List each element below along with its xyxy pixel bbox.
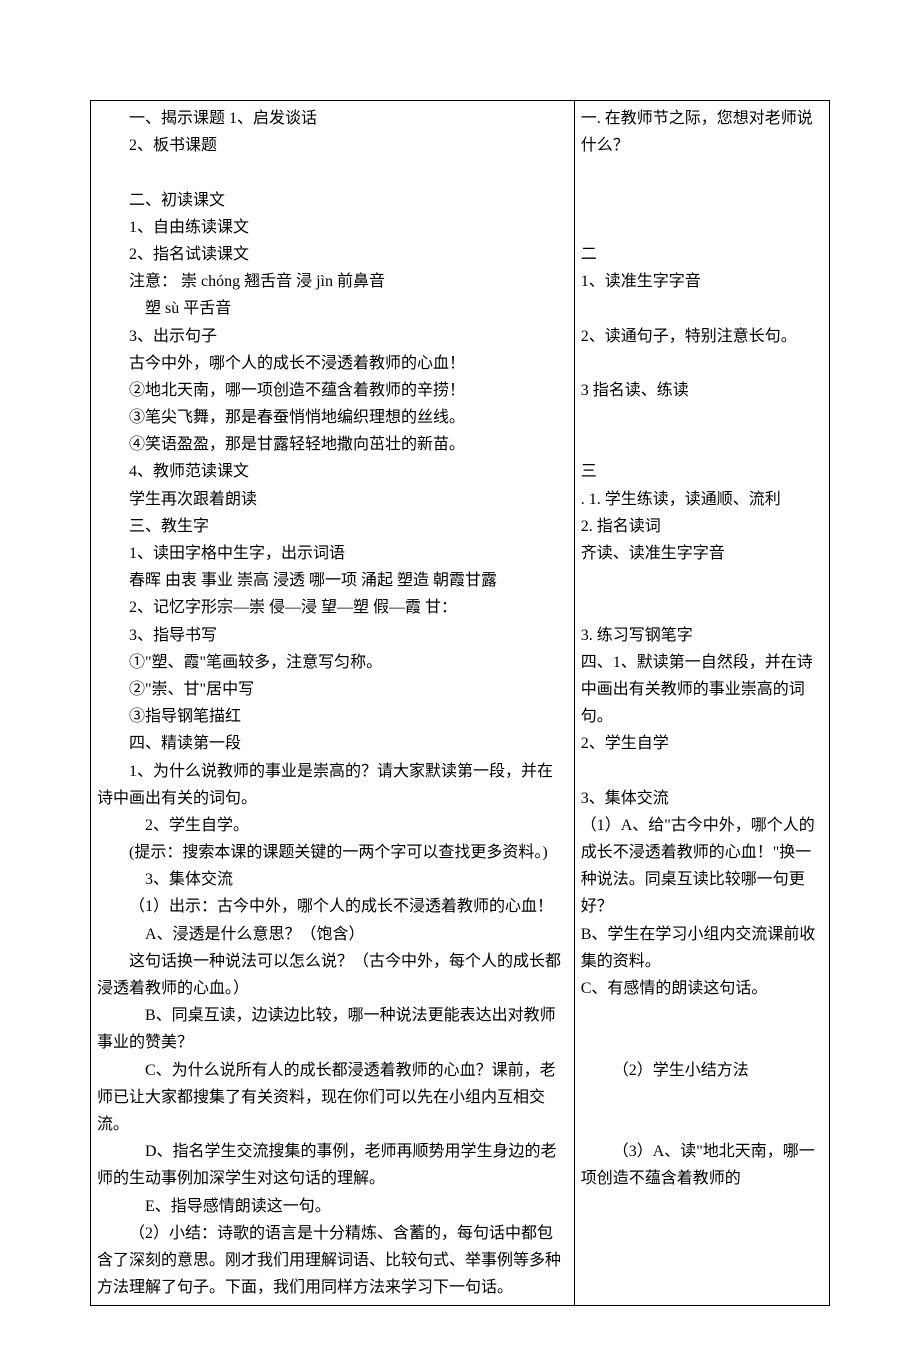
text-line: （2）小结：诗歌的语言是十分精炼、含蓄的，每句话中都包含了深刻的意思。刚才我们用…	[97, 1220, 568, 1302]
text-line: 2、学生自学。	[97, 812, 568, 839]
blank-line	[581, 1084, 823, 1111]
text-line: 3. 练习写钢笔字	[581, 622, 823, 649]
blank-line	[581, 758, 823, 785]
text-line: 1、读准生字字音	[581, 268, 823, 295]
text-line: 2、指名试读课文	[97, 241, 568, 268]
text-line: （3）A、读"地北天南，哪一项创造不蕴含着教师的	[581, 1138, 823, 1192]
blank-line	[581, 404, 823, 431]
text-line: 这句话换一种说法可以怎么说？（古今中外，每个人的成长都浸透着教师的心血。）	[97, 948, 568, 1002]
blank-line	[97, 159, 568, 186]
text-line: 2、学生自学	[581, 730, 823, 757]
text-line: 4、教师范读课文	[97, 458, 568, 485]
text-line: 一、揭示课题 1、启发谈话	[97, 105, 568, 132]
text-line: ①"塑、霞"笔画较多，注意写匀称。	[97, 649, 568, 676]
blank-line	[581, 187, 823, 214]
document-page: 一、揭示课题 1、启发谈话 2、板书课题 二、初读课文 1、自由练读课文 2、指…	[0, 0, 920, 1366]
blank-line	[581, 431, 823, 458]
text-line: （2）学生小结方法	[581, 1057, 823, 1084]
right-column: 一. 在教师节之际，您想对老师说什么？ 二 1、读准生字字音 2、读通句子，特别…	[574, 101, 829, 1306]
text-line: 学生再次跟着朗读	[97, 486, 568, 513]
lesson-table: 一、揭示课题 1、启发谈话 2、板书课题 二、初读课文 1、自由练读课文 2、指…	[90, 100, 830, 1306]
text-line: 2、板书课题	[97, 132, 568, 159]
text-line: （1）出示：古今中外，哪个人的成长不浸透着教师的心血！	[97, 893, 568, 920]
text-line: 二、初读课文	[97, 187, 568, 214]
text-line: A、浸透是什么意思？（饱含）	[97, 921, 568, 948]
text-line: 3、集体交流	[97, 866, 568, 893]
text-line: 一. 在教师节之际，您想对老师说什么？	[581, 105, 823, 159]
text-line: 2、读通句子，特别注意长句。	[581, 323, 823, 350]
text-line: 二	[581, 241, 823, 268]
text-line: 3、集体交流	[581, 785, 823, 812]
text-line: 3 指名读、练读	[581, 377, 823, 404]
blank-line	[581, 1002, 823, 1029]
text-line: 三	[581, 458, 823, 485]
text-line: 1、读田字格中生字，出示词语	[97, 540, 568, 567]
blank-line	[581, 295, 823, 322]
text-line: 四、精读第一段	[97, 730, 568, 757]
text-line: B、学生在学习小组内交流课前收集的资料。	[581, 921, 823, 975]
blank-line	[581, 594, 823, 621]
text-line: C、有感情的朗读这句话。	[581, 975, 823, 1002]
text-line: 春晖 由衷 事业 崇高 浸透 哪一项 涌起 塑造 朝霞甘露	[97, 567, 568, 594]
text-line: C、为什么说所有人的成长都浸透着教师的心血？课前，老师已让大家都搜集了有关资料，…	[97, 1057, 568, 1139]
left-column: 一、揭示课题 1、启发谈话 2、板书课题 二、初读课文 1、自由练读课文 2、指…	[91, 101, 575, 1306]
text-line: B、同桌互读，边读边比较，哪一种说法更能表达出对教师事业的赞美？	[97, 1002, 568, 1056]
blank-line	[581, 1029, 823, 1056]
text-line: 三、教生字	[97, 513, 568, 540]
text-line: ④笑语盈盈，那是甘露轻轻地撒向茁壮的新苗。	[97, 431, 568, 458]
text-line: （1）A、给"古今中外，哪个人的成长不浸透着教师的心血！"换一种说法。同桌互读比…	[581, 812, 823, 921]
text-line: 3、出示句子	[97, 323, 568, 350]
text-line: 1、自由练读课文	[97, 214, 568, 241]
text-line: ②"崇、甘"居中写	[97, 676, 568, 703]
text-line: (提示：搜索本课的课题关键的一两个字可以查找更多资料。)	[97, 839, 568, 866]
text-line: 1、为什么说教师的事业是崇高的？请大家默读第一段，并在诗中画出有关的词句。	[97, 758, 568, 812]
blank-line	[581, 567, 823, 594]
text-line: 2、记忆字形宗—崇 侵—浸 望—塑 假—霞 甘：	[97, 594, 568, 621]
text-line: 四、1、默读第一自然段，并在诗中画出有关教师的事业崇高的词句。	[581, 649, 823, 731]
text-line: ③笔尖飞舞，那是春蚕悄悄地编织理想的丝线。	[97, 404, 568, 431]
text-line: ②地北天南，哪一项创造不蕴含着教师的辛捞！	[97, 377, 568, 404]
text-line: ③指导钢笔描红	[97, 703, 568, 730]
text-line: . 1. 学生练读，读通顺、流利	[581, 486, 823, 513]
blank-line	[581, 159, 823, 186]
blank-line	[581, 214, 823, 241]
blank-line	[581, 1111, 823, 1138]
text-line: 齐读、读准生字字音	[581, 540, 823, 567]
text-line: 3、指导书写	[97, 622, 568, 649]
text-line: E、指导感情朗读这一句。	[97, 1193, 568, 1220]
text-line: 塑 sù 平舌音	[97, 295, 568, 322]
text-line: 注意： 崇 chóng 翘舌音 浸 jìn 前鼻音	[97, 268, 568, 295]
text-line: 古今中外，哪个人的成长不浸透着教师的心血！	[97, 350, 568, 377]
blank-line	[581, 350, 823, 377]
text-line: D、指名学生交流搜集的事例，老师再顺势用学生身边的老师的生动事例加深学生对这句话…	[97, 1138, 568, 1192]
text-line: 2. 指名读词	[581, 513, 823, 540]
